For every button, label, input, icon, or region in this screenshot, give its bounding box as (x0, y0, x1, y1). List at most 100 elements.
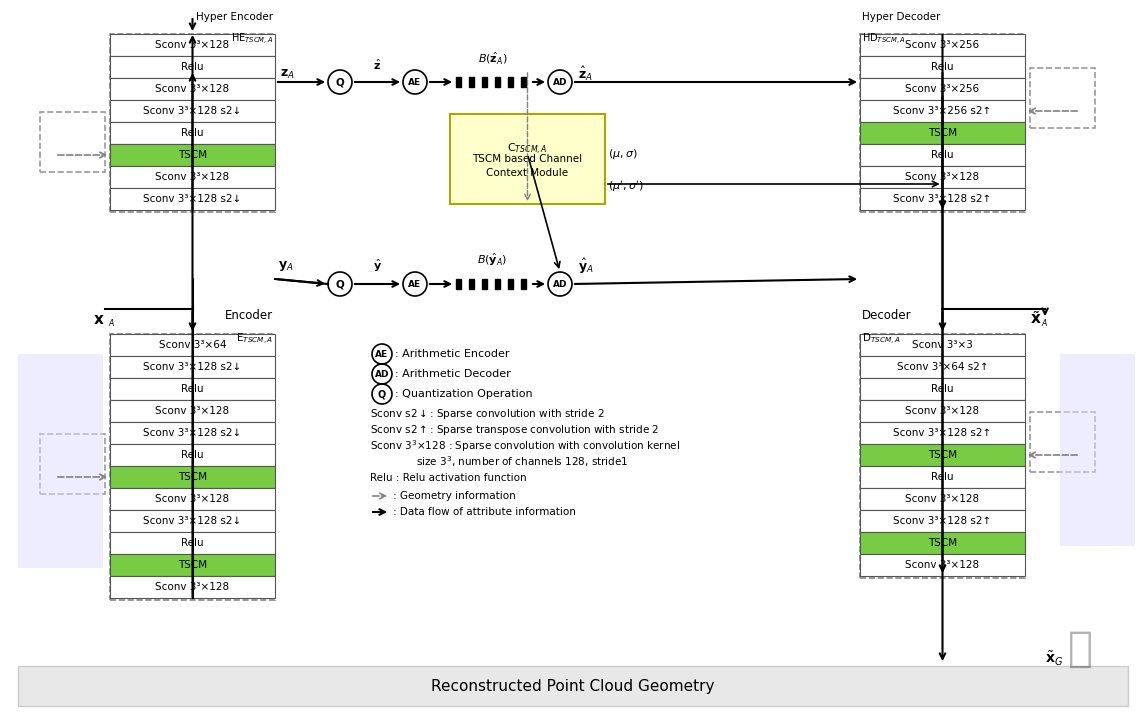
Text: HE$_{TSCM,A}$: HE$_{TSCM,A}$ (231, 32, 273, 47)
Bar (521, 77, 526, 87)
FancyBboxPatch shape (860, 532, 1025, 554)
Text: : Quantization Operation: : Quantization Operation (395, 389, 532, 399)
Text: Sconv 3³×256: Sconv 3³×256 (905, 40, 980, 50)
Text: Sconv 3³×128 s2↓: Sconv 3³×128 s2↓ (143, 516, 242, 526)
FancyBboxPatch shape (110, 122, 275, 144)
Text: $\mathbf{x}$: $\mathbf{x}$ (93, 311, 106, 326)
FancyBboxPatch shape (110, 510, 275, 532)
Text: $_A$: $_A$ (1041, 318, 1048, 330)
FancyBboxPatch shape (110, 422, 275, 444)
Text: Sconv 3³×128: Sconv 3³×128 (156, 172, 229, 182)
Text: Sconv 3³×128 s2↑: Sconv 3³×128 s2↑ (894, 194, 992, 204)
Bar (469, 77, 474, 87)
Text: Sconv 3³×128: Sconv 3³×128 (905, 406, 980, 416)
Bar (508, 279, 513, 289)
Text: Sconv 3³×256: Sconv 3³×256 (905, 84, 980, 94)
FancyBboxPatch shape (110, 166, 275, 188)
Bar (482, 77, 487, 87)
FancyBboxPatch shape (860, 166, 1025, 188)
Text: Sconv 3³×128: Sconv 3³×128 (905, 172, 980, 182)
FancyBboxPatch shape (860, 122, 1025, 144)
Text: Relu: Relu (931, 384, 954, 394)
Text: TSCM: TSCM (928, 450, 957, 460)
Text: $\mathbf{z}_A$: $\mathbf{z}_A$ (280, 67, 295, 81)
Bar (508, 77, 513, 87)
Text: Relu: Relu (181, 384, 204, 394)
Bar (457, 279, 461, 289)
Text: Sconv 3³×128 s2↑: Sconv 3³×128 s2↑ (894, 428, 992, 438)
Bar (496, 77, 500, 87)
Text: Relu: Relu (181, 62, 204, 72)
Text: AD: AD (553, 78, 568, 86)
Text: E$_{TSCM,A}$: E$_{TSCM,A}$ (236, 332, 273, 347)
Text: TSCM: TSCM (178, 472, 208, 482)
FancyBboxPatch shape (860, 144, 1025, 166)
Text: TSCM based Channel: TSCM based Channel (473, 154, 583, 164)
Text: Sconv 3³×128: Sconv 3³×128 (156, 84, 229, 94)
Text: Hyper Encoder: Hyper Encoder (196, 12, 273, 22)
FancyBboxPatch shape (860, 34, 1025, 56)
Text: Relu : Relu activation function: Relu : Relu activation function (370, 473, 526, 483)
Text: TSCM: TSCM (178, 560, 208, 570)
Text: $\tilde{\mathbf{x}}$: $\tilde{\mathbf{x}}$ (1030, 311, 1041, 328)
Text: Sconv 3³×128 s2↓: Sconv 3³×128 s2↓ (143, 106, 242, 116)
Text: AD: AD (375, 370, 389, 378)
Text: Sconv 3³×128: Sconv 3³×128 (905, 560, 980, 570)
Text: $(\mu, \sigma)$: $(\mu, \sigma)$ (608, 147, 638, 161)
Bar (496, 279, 500, 289)
Text: D$_{TSCM,A}$: D$_{TSCM,A}$ (863, 332, 900, 347)
Text: $\hat{\mathbf{z}}_A$: $\hat{\mathbf{z}}_A$ (578, 65, 593, 83)
FancyBboxPatch shape (450, 114, 604, 204)
FancyBboxPatch shape (860, 100, 1025, 122)
Text: Sconv 3$^3$$\times$128 : Sparse convolution with convolution kernel: Sconv 3$^3$$\times$128 : Sparse convolut… (370, 438, 680, 454)
FancyBboxPatch shape (110, 576, 275, 598)
Text: Hyper Decoder: Hyper Decoder (863, 12, 941, 22)
Text: $_A$: $_A$ (108, 318, 115, 330)
Text: TSCM: TSCM (928, 538, 957, 548)
Text: TSCM: TSCM (928, 128, 957, 138)
FancyBboxPatch shape (860, 188, 1025, 210)
FancyBboxPatch shape (110, 334, 275, 356)
Text: $B(\hat{\mathbf{y}}_A)$: $B(\hat{\mathbf{y}}_A)$ (477, 251, 508, 268)
Text: 🔵: 🔵 (1068, 628, 1092, 670)
FancyBboxPatch shape (110, 378, 275, 400)
FancyBboxPatch shape (110, 554, 275, 576)
Text: : Data flow of attribute information: : Data flow of attribute information (393, 507, 576, 517)
FancyBboxPatch shape (1060, 354, 1136, 546)
FancyBboxPatch shape (18, 354, 103, 568)
Text: Sconv 3³×64: Sconv 3³×64 (158, 340, 226, 350)
FancyBboxPatch shape (860, 554, 1025, 576)
FancyBboxPatch shape (110, 78, 275, 100)
Text: Relu: Relu (931, 472, 954, 482)
Text: Relu: Relu (931, 150, 954, 160)
Text: Sconv 3³×256 s2↑: Sconv 3³×256 s2↑ (894, 106, 992, 116)
Text: Sconv s2$\downarrow$: Sparse convolution with stride 2: Sconv s2$\downarrow$: Sparse convolution… (370, 407, 604, 421)
FancyBboxPatch shape (110, 488, 275, 510)
FancyBboxPatch shape (860, 56, 1025, 78)
FancyBboxPatch shape (860, 444, 1025, 466)
Text: Sconv 3³×128: Sconv 3³×128 (156, 406, 229, 416)
Text: Relu: Relu (181, 128, 204, 138)
Text: $\hat{\mathbf{z}}$: $\hat{\mathbf{z}}$ (374, 58, 382, 72)
Text: Sconv 3³×128: Sconv 3³×128 (156, 494, 229, 504)
Bar (469, 279, 474, 289)
FancyBboxPatch shape (110, 466, 275, 488)
Text: Sconv 3³×64 s2↑: Sconv 3³×64 s2↑ (897, 362, 989, 372)
FancyBboxPatch shape (110, 188, 275, 210)
FancyBboxPatch shape (18, 666, 1128, 706)
Text: Sconv s2$\uparrow$: Sparse transpose convolution with stride 2: Sconv s2$\uparrow$: Sparse transpose con… (370, 423, 660, 437)
Text: AD: AD (553, 279, 568, 288)
FancyBboxPatch shape (110, 34, 275, 56)
Text: Sconv 3³×128 s2↓: Sconv 3³×128 s2↓ (143, 428, 242, 438)
Text: : Arithmetic Decoder: : Arithmetic Decoder (395, 369, 510, 379)
FancyBboxPatch shape (860, 78, 1025, 100)
FancyBboxPatch shape (860, 356, 1025, 378)
Text: : Arithmetic Encoder: : Arithmetic Encoder (395, 349, 509, 359)
Bar (482, 279, 487, 289)
Bar (457, 77, 461, 87)
FancyBboxPatch shape (110, 400, 275, 422)
Text: Q: Q (377, 389, 387, 399)
FancyBboxPatch shape (860, 510, 1025, 532)
Text: $\hat{\mathbf{y}}_A$: $\hat{\mathbf{y}}_A$ (578, 256, 594, 276)
FancyBboxPatch shape (110, 56, 275, 78)
